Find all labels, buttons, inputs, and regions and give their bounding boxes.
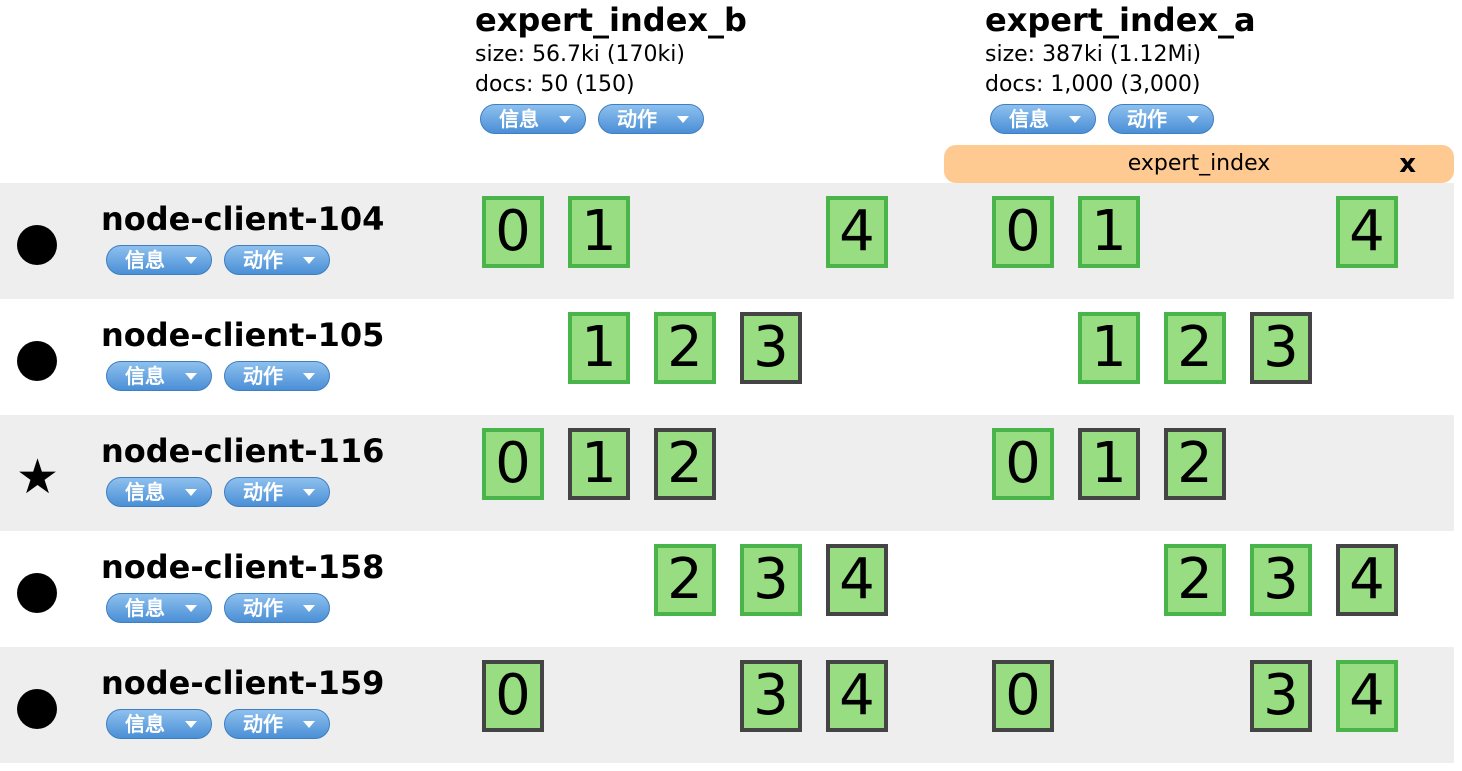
info-label: 信息 (125, 712, 165, 736)
node-name: node-client-116 (101, 432, 385, 470)
node-info-button[interactable]: 信息 (106, 361, 212, 391)
caret-down-icon (185, 605, 197, 612)
node-name: node-client-105 (101, 316, 385, 354)
caret-down-icon (1187, 116, 1199, 123)
index-info-button[interactable]: 信息 (480, 104, 586, 134)
replica-shard[interactable]: 4 (1336, 544, 1398, 616)
primary-shard[interactable]: 2 (1164, 312, 1226, 384)
action-label: 动作 (243, 248, 283, 272)
caret-down-icon (303, 489, 315, 496)
caret-down-icon (185, 257, 197, 264)
replica-shard[interactable]: 1 (568, 428, 630, 500)
node-info-button[interactable]: 信息 (106, 245, 212, 275)
info-label: 信息 (125, 480, 165, 504)
alias-bar: expert_index x (944, 145, 1454, 183)
node-row: node-client-104 信息 动作 0 1 4 0 1 4 (0, 183, 1454, 299)
caret-down-icon (559, 116, 571, 123)
caret-down-icon (185, 489, 197, 496)
node-name: node-client-104 (101, 200, 385, 238)
caret-down-icon (185, 721, 197, 728)
index-header-expert-index-a: expert_index_a size: 387ki (1.12Mi) docs… (985, 0, 1256, 100)
node-row: node-client-158 信息 动作 2 3 4 2 3 4 (0, 531, 1454, 647)
primary-shard[interactable]: 1 (568, 312, 630, 384)
primary-shard[interactable]: 1 (1078, 312, 1140, 384)
replica-shard[interactable]: 2 (1164, 428, 1226, 500)
node-row: node-client-159 信息 动作 0 3 4 0 3 4 (0, 647, 1454, 763)
primary-shard[interactable]: 4 (1336, 196, 1398, 268)
replica-shard[interactable]: 0 (482, 660, 544, 732)
star-icon: ★ (16, 449, 60, 505)
index-header-expert-index-b: expert_index_b size: 56.7ki (170ki) docs… (475, 0, 747, 100)
caret-down-icon (303, 373, 315, 380)
caret-down-icon (677, 116, 689, 123)
node-info-button[interactable]: 信息 (106, 477, 212, 507)
node-action-button[interactable]: 动作 (224, 477, 330, 507)
index-action-button[interactable]: 动作 (598, 104, 704, 134)
info-label: 信息 (1009, 107, 1049, 131)
index-docs: docs: 1,000 (3,000) (985, 72, 1201, 97)
replica-shard[interactable]: 0 (992, 660, 1054, 732)
action-label: 动作 (243, 712, 283, 736)
primary-shard[interactable]: 3 (740, 544, 802, 616)
caret-down-icon (303, 257, 315, 264)
index-size: size: 387ki (1.12Mi) (985, 42, 1202, 67)
replica-shard[interactable]: 3 (1250, 660, 1312, 732)
alias-close-button[interactable]: x (1399, 149, 1416, 179)
node-row: node-client-105 信息 动作 1 2 3 1 2 3 (0, 299, 1454, 415)
action-label: 动作 (243, 596, 283, 620)
caret-down-icon (185, 373, 197, 380)
primary-shard[interactable]: 0 (482, 196, 544, 268)
action-label: 动作 (1127, 107, 1167, 131)
caret-down-icon (303, 605, 315, 612)
action-label: 动作 (243, 364, 283, 388)
primary-shard[interactable]: 0 (482, 428, 544, 500)
replica-shard[interactable]: 3 (1250, 312, 1312, 384)
node-name: node-client-159 (101, 664, 385, 702)
replica-shard[interactable]: 1 (1078, 428, 1140, 500)
node-info-button[interactable]: 信息 (106, 709, 212, 739)
node-info-button[interactable]: 信息 (106, 593, 212, 623)
caret-down-icon (303, 721, 315, 728)
replica-shard[interactable]: 2 (654, 428, 716, 500)
action-label: 动作 (243, 480, 283, 504)
info-label: 信息 (125, 596, 165, 620)
action-label: 动作 (617, 107, 657, 131)
dot-icon (16, 224, 58, 266)
node-name: node-client-158 (101, 548, 385, 586)
node-action-button[interactable]: 动作 (224, 593, 330, 623)
index-name: expert_index_a (985, 1, 1256, 39)
node-action-button[interactable]: 动作 (224, 361, 330, 391)
node-row: ★ node-client-116 信息 动作 0 1 2 0 1 2 (0, 415, 1454, 531)
info-label: 信息 (499, 107, 539, 131)
dot-icon (16, 572, 58, 614)
primary-shard[interactable]: 1 (1078, 196, 1140, 268)
replica-shard[interactable]: 4 (826, 660, 888, 732)
primary-shard[interactable]: 2 (654, 312, 716, 384)
caret-down-icon (1069, 116, 1081, 123)
dot-icon (16, 688, 58, 730)
alias-name: expert_index (1127, 151, 1271, 176)
index-action-button[interactable]: 动作 (1108, 104, 1214, 134)
dot-icon (16, 340, 58, 382)
primary-shard[interactable]: 4 (826, 196, 888, 268)
node-action-button[interactable]: 动作 (224, 245, 330, 275)
index-info-button[interactable]: 信息 (990, 104, 1096, 134)
primary-shard[interactable]: 2 (1164, 544, 1226, 616)
replica-shard[interactable]: 3 (740, 660, 802, 732)
replica-shard[interactable]: 3 (740, 312, 802, 384)
index-docs: docs: 50 (150) (475, 72, 635, 97)
primary-shard[interactable]: 2 (654, 544, 716, 616)
node-action-button[interactable]: 动作 (224, 709, 330, 739)
primary-shard[interactable]: 0 (992, 196, 1054, 268)
info-label: 信息 (125, 248, 165, 272)
primary-shard[interactable]: 3 (1250, 544, 1312, 616)
index-size: size: 56.7ki (170ki) (475, 42, 685, 67)
info-label: 信息 (125, 364, 165, 388)
index-name: expert_index_b (475, 1, 747, 39)
primary-shard[interactable]: 4 (1336, 660, 1398, 732)
replica-shard[interactable]: 4 (826, 544, 888, 616)
primary-shard[interactable]: 0 (992, 428, 1054, 500)
primary-shard[interactable]: 1 (568, 196, 630, 268)
